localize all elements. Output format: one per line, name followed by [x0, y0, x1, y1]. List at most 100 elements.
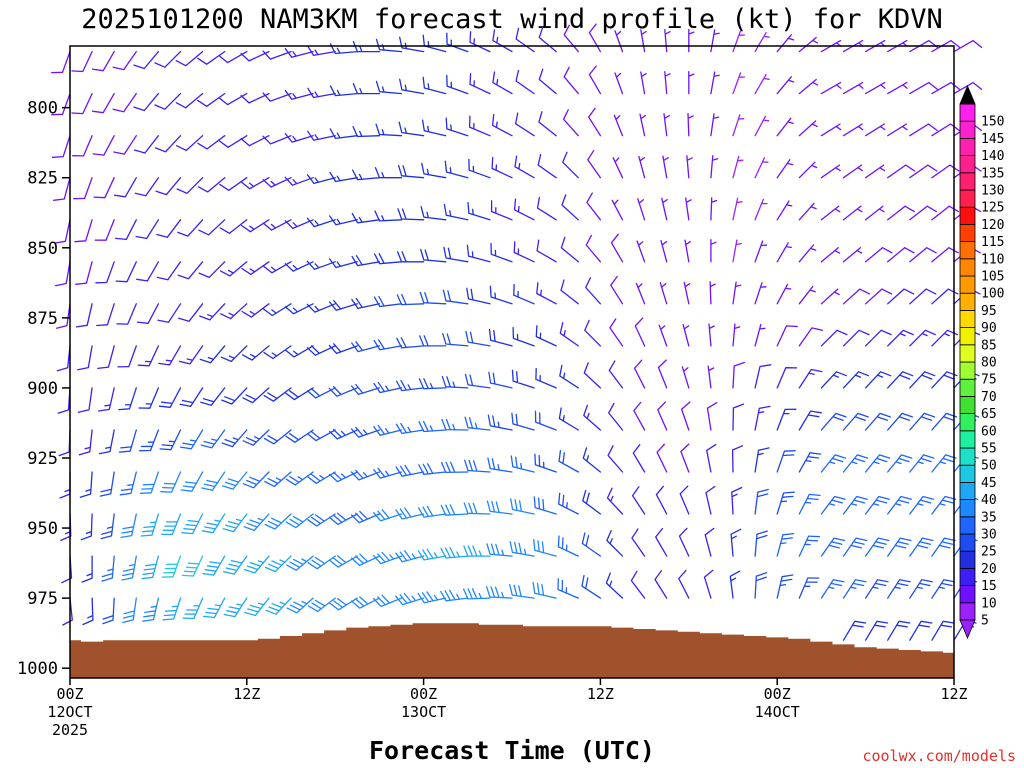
wind-barb	[440, 461, 469, 474]
wind-barb	[284, 176, 314, 186]
wind-barb	[864, 81, 886, 95]
wind-barb	[118, 429, 137, 453]
wind-barb	[446, 74, 469, 95]
colorbar-segment	[959, 378, 976, 397]
wind-barb	[864, 620, 889, 641]
wind-barb	[631, 486, 646, 515]
colorbar-label: 45	[981, 476, 997, 491]
wind-barb	[240, 177, 270, 190]
wind-barb	[198, 219, 226, 236]
wind-barb	[375, 123, 403, 137]
colorbar-label: 35	[981, 510, 997, 525]
wind-barb	[610, 275, 624, 305]
wind-barb	[909, 371, 936, 389]
colorbar-segment	[959, 585, 976, 604]
wind-barb	[887, 537, 912, 557]
colorbar-segment	[959, 447, 976, 466]
wind-barb	[307, 555, 336, 570]
wind-barb	[135, 219, 160, 240]
wind-barb	[581, 574, 602, 599]
wind-barb	[94, 219, 115, 241]
wind-barb	[421, 162, 447, 179]
wind-barb	[684, 239, 691, 263]
wind-barb	[55, 303, 71, 329]
wind-barb	[350, 553, 381, 567]
colorbar-segment	[959, 292, 976, 311]
wind-barb	[78, 429, 93, 456]
wind-barb	[82, 597, 94, 626]
wind-barb	[463, 545, 491, 557]
wind-barb	[732, 155, 744, 179]
wind-barb	[631, 528, 646, 557]
colorbar-segment	[959, 464, 976, 483]
wind-barb	[443, 203, 469, 221]
wind-barb	[73, 177, 93, 200]
wind-barb	[329, 555, 358, 568]
wind-barb	[887, 412, 913, 431]
wind-barb	[633, 359, 646, 389]
wind-barb	[710, 197, 718, 221]
wind-barb	[286, 555, 314, 571]
wind-barb	[559, 364, 579, 389]
wind-barb	[418, 463, 447, 475]
wind-barb	[864, 247, 893, 263]
wind-barb	[307, 471, 336, 484]
wind-barb	[372, 551, 403, 565]
wind-barb	[285, 429, 314, 443]
wind-barb	[154, 92, 182, 110]
y-tick-label: 825	[27, 169, 58, 189]
wind-barb	[373, 509, 403, 522]
colorbar-segment	[959, 258, 976, 277]
colorbar-segment	[959, 206, 976, 225]
wind-barb	[373, 339, 403, 351]
y-tick-label: 900	[27, 379, 58, 399]
wind-barb	[585, 234, 602, 263]
wind-barb	[72, 135, 93, 157]
wind-barb	[136, 303, 160, 324]
wind-barb	[640, 29, 647, 53]
colorbar-label: 95	[981, 304, 997, 319]
wind-barb	[732, 403, 745, 431]
wind-barb	[563, 24, 579, 53]
wind-barb	[608, 360, 624, 389]
wind-barb	[731, 486, 743, 515]
wind-barb	[583, 362, 602, 389]
colorbar-segment	[959, 137, 976, 156]
wind-barb	[655, 485, 668, 515]
wind-barb	[179, 387, 204, 408]
wind-barb	[656, 443, 668, 473]
wind-barb	[352, 125, 381, 138]
wind-barb	[179, 429, 204, 450]
colorbar-label: 145	[981, 132, 1004, 147]
wind-barb	[262, 261, 292, 274]
wind-barb	[444, 160, 469, 179]
wind-barb	[776, 574, 794, 599]
wind-barb	[582, 447, 602, 473]
wind-barb	[486, 543, 513, 557]
wind-barb	[395, 550, 425, 563]
colorbar-segment	[959, 120, 976, 139]
wind-barb	[662, 155, 669, 179]
wind-barb	[175, 50, 204, 67]
wind-barb	[241, 303, 270, 318]
wind-barb	[909, 537, 934, 557]
wind-barb	[417, 505, 447, 518]
wind-barb	[115, 261, 137, 283]
wind-barb	[842, 454, 869, 473]
wind-barb	[887, 205, 915, 221]
wind-barb	[351, 341, 381, 353]
wind-barb	[175, 92, 204, 109]
wind-barb	[561, 194, 579, 221]
wind-barb	[820, 412, 847, 431]
wind-barb	[200, 429, 226, 449]
wind-barb	[754, 115, 770, 137]
wind-barb	[953, 81, 983, 95]
wind-barb	[909, 164, 938, 179]
wind-barb	[798, 535, 821, 557]
wind-barb	[181, 555, 204, 577]
wind-barb	[114, 219, 137, 241]
wind-barb	[887, 247, 915, 263]
wind-barb	[582, 489, 602, 515]
wind-barb	[614, 72, 624, 95]
wind-barb	[466, 244, 491, 263]
